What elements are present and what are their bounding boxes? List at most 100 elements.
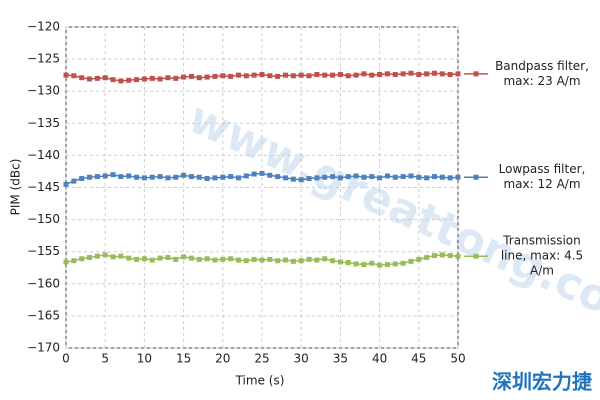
- point: [87, 174, 93, 180]
- point: [110, 77, 116, 83]
- point: [63, 72, 69, 78]
- point: [314, 175, 320, 181]
- point: [455, 174, 461, 180]
- point: [204, 176, 210, 182]
- point: [141, 175, 147, 181]
- point: [290, 176, 296, 182]
- point: [71, 178, 77, 184]
- y-tick-label: −165: [27, 308, 60, 322]
- point: [149, 174, 155, 180]
- point: [141, 76, 147, 82]
- point: [220, 256, 226, 262]
- point: [87, 76, 93, 82]
- point: [79, 256, 85, 262]
- point: [290, 73, 296, 79]
- point: [424, 175, 430, 181]
- point: [369, 260, 375, 266]
- point: [322, 72, 328, 78]
- point: [345, 260, 351, 266]
- legend-marker: [473, 253, 479, 259]
- point: [424, 71, 430, 77]
- point: [220, 73, 226, 79]
- point: [149, 75, 155, 81]
- point: [141, 256, 147, 262]
- point: [267, 256, 273, 262]
- point: [181, 74, 187, 80]
- point: [431, 70, 437, 76]
- point: [157, 76, 163, 82]
- x-tick-label: 15: [176, 352, 191, 366]
- point: [314, 257, 320, 263]
- x-tick-label: 35: [333, 352, 348, 366]
- point: [322, 256, 328, 262]
- point: [298, 258, 304, 264]
- point: [408, 258, 414, 264]
- watermark: www.greattong.com: [181, 92, 600, 343]
- y-tick-label: −140: [27, 148, 60, 162]
- point: [384, 173, 390, 179]
- point: [79, 176, 85, 182]
- point: [275, 73, 281, 79]
- point: [126, 77, 132, 83]
- x-tick-label: 0: [62, 352, 70, 366]
- point: [63, 181, 69, 187]
- point: [165, 175, 171, 181]
- point: [439, 252, 445, 258]
- point: [377, 175, 383, 181]
- y-tick-label: −125: [27, 52, 60, 66]
- x-tick-label: 45: [411, 352, 426, 366]
- point: [157, 255, 163, 261]
- point: [455, 71, 461, 77]
- point: [353, 261, 359, 267]
- y-tick-label: −145: [27, 180, 60, 194]
- point: [102, 173, 108, 179]
- point: [196, 256, 202, 262]
- point: [447, 253, 453, 259]
- point: [243, 173, 249, 179]
- point: [165, 254, 171, 260]
- point: [392, 174, 398, 180]
- point: [259, 257, 265, 263]
- point: [267, 73, 273, 79]
- x-axis-label: Time (s): [235, 374, 285, 388]
- point: [118, 78, 124, 84]
- point: [126, 255, 132, 261]
- point: [251, 256, 257, 262]
- point: [251, 72, 257, 78]
- point: [134, 256, 140, 262]
- point: [416, 174, 422, 180]
- point: [377, 262, 383, 268]
- point: [345, 174, 351, 180]
- point: [314, 72, 320, 78]
- point: [283, 175, 289, 181]
- point: [243, 258, 249, 264]
- point: [243, 73, 249, 79]
- point: [447, 72, 453, 78]
- y-tick-label: −155: [27, 244, 60, 258]
- point: [353, 173, 359, 179]
- point: [361, 71, 367, 77]
- y-tick-label: −120: [27, 20, 60, 34]
- y-tick-label: −130: [27, 84, 60, 98]
- point: [212, 73, 218, 79]
- point: [275, 258, 281, 264]
- point: [431, 174, 437, 180]
- point: [392, 261, 398, 267]
- point: [306, 176, 312, 182]
- point: [196, 174, 202, 180]
- corner-label: 深圳宏力捷: [492, 370, 593, 394]
- point: [71, 73, 77, 79]
- y-axis-label: PIM (dBc): [9, 159, 23, 216]
- point: [134, 77, 140, 83]
- point: [353, 72, 359, 78]
- legend-label: Lowpass filter, max: 12 A/m: [498, 162, 586, 192]
- point: [384, 71, 390, 77]
- point: [165, 75, 171, 81]
- point: [283, 72, 289, 78]
- point: [361, 262, 367, 268]
- legend-marker: [473, 174, 479, 180]
- point: [212, 257, 218, 263]
- point: [173, 174, 179, 180]
- point: [306, 256, 312, 262]
